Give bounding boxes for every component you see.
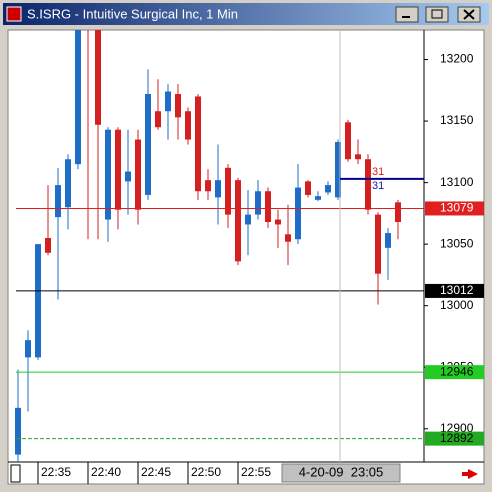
y-tick-label: 13150 xyxy=(440,113,474,127)
candle-body xyxy=(15,407,21,455)
candle-body xyxy=(25,340,31,358)
candle-body xyxy=(355,154,361,160)
y-tick-label: 12900 xyxy=(440,421,474,435)
level-box xyxy=(425,283,484,298)
candle-body xyxy=(75,30,81,165)
candle-body xyxy=(255,191,261,215)
scroll-box[interactable] xyxy=(10,464,21,483)
x-tick-label: 22:45 xyxy=(141,465,171,479)
minimize-button[interactable] xyxy=(395,6,419,23)
candle-body xyxy=(35,244,41,358)
candle-body xyxy=(115,129,121,210)
window-buttons xyxy=(395,6,481,23)
y-tick-label: 13000 xyxy=(440,298,474,312)
candle-body xyxy=(385,233,391,248)
level-label: 12892 xyxy=(440,431,474,445)
candle-body xyxy=(225,167,231,215)
plot xyxy=(15,30,401,462)
candle-body xyxy=(205,180,211,192)
y-tick-label: 13200 xyxy=(440,52,474,66)
candle-body xyxy=(105,129,111,220)
candle-body xyxy=(165,91,171,112)
crosshair-annotation: 31 xyxy=(372,166,384,178)
candle-body xyxy=(365,159,371,210)
candle-body xyxy=(335,142,341,198)
candle-body xyxy=(195,96,201,192)
y-tick-label: 13050 xyxy=(440,236,474,250)
candle-body xyxy=(375,214,381,274)
candle-body xyxy=(395,202,401,222)
candle-body xyxy=(145,94,151,195)
candle-body xyxy=(175,94,181,118)
crosshair-time-label: 4-20-09 23:05 xyxy=(299,464,384,479)
level-box xyxy=(425,201,484,216)
candle-body xyxy=(65,159,71,208)
level-label: 13079 xyxy=(440,201,474,215)
level-label: 13012 xyxy=(440,283,474,297)
scroll-arrow[interactable] xyxy=(462,469,478,479)
candle-body xyxy=(325,185,331,193)
app-icon xyxy=(6,6,22,22)
level-box xyxy=(425,365,484,380)
x-tick-label: 22:40 xyxy=(91,465,121,479)
candle-body xyxy=(55,185,61,218)
candle-body xyxy=(235,180,241,262)
candle-body xyxy=(295,187,301,240)
candle-body xyxy=(305,181,311,195)
candle-body xyxy=(245,214,251,225)
maximize-icon xyxy=(431,9,443,19)
candle-body xyxy=(155,111,161,128)
crosshair-annotation: 31 xyxy=(372,180,384,192)
title-bar xyxy=(3,3,489,25)
candle-body xyxy=(285,234,291,242)
x-tick-label: 22:35 xyxy=(41,465,71,479)
candle-body xyxy=(185,111,191,140)
candle-body xyxy=(135,139,141,210)
crosshair-time-box xyxy=(281,463,401,483)
x-tick-label: 22:50 xyxy=(191,465,221,479)
candle-body xyxy=(345,122,351,160)
candle-body xyxy=(95,30,101,125)
y-tick-label: 13100 xyxy=(440,175,474,189)
x-tick-label: 22:55 xyxy=(241,465,271,479)
candle-body xyxy=(265,191,271,222)
close-icon xyxy=(463,9,475,20)
candle-body xyxy=(125,171,131,182)
level-box xyxy=(425,431,484,446)
window-title: S.ISRG - Intuitive Surgical Inc, 1 Min xyxy=(27,6,238,21)
candle-body xyxy=(45,238,51,253)
chart-area xyxy=(7,29,485,485)
candle-body xyxy=(315,196,321,200)
maximize-button[interactable] xyxy=(425,6,449,23)
candle-body xyxy=(275,219,281,225)
level-label: 12946 xyxy=(440,364,474,378)
candle-body xyxy=(215,180,221,198)
